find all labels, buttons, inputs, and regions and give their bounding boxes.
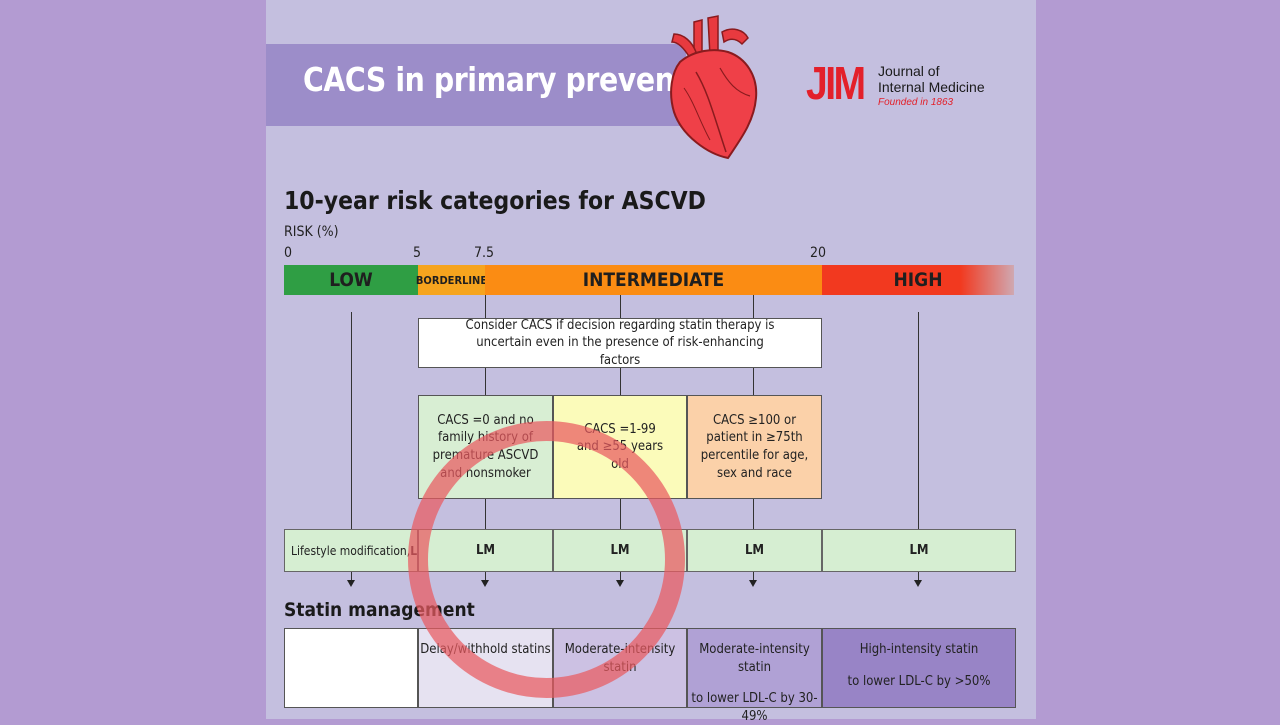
lm-cell-high: LM (822, 529, 1016, 572)
title-band (266, 44, 686, 126)
statin-cell-high: High-intensity statin to lower LDL-C by … (822, 628, 1016, 708)
statin-cell-intermediate-2-line2: to lower LDL-C by 30-49% (691, 691, 818, 724)
arrow-stem-5 (918, 572, 919, 580)
connector-consider-1 (485, 295, 486, 318)
risk-tick-0: 0 (284, 245, 293, 261)
statin-cell-high-line1: High-intensity statin (859, 642, 979, 657)
risk-band-high: HIGH (822, 265, 1014, 295)
statin-cell-high-line2: to lower LDL-C by >50% (847, 673, 991, 689)
consider-cacs-box: Consider CACS if decision regarding stat… (418, 318, 822, 368)
connector-consider-2 (620, 295, 621, 318)
section-title: 10-year risk categories for ASCVD (284, 186, 706, 215)
heart-icon (670, 15, 758, 160)
statin-cell-intermediate-2-line1: Moderate-intensity statin (699, 642, 810, 675)
risk-band-intermediate: INTERMEDIATE (485, 265, 822, 295)
arrow-stem-4 (753, 572, 754, 580)
connector-consider-3 (753, 295, 754, 318)
lm-cell-intermediate-2: LM (687, 529, 822, 572)
highlight-circle (408, 421, 685, 698)
connector-cacs-1 (485, 368, 486, 395)
cacs-box-100-plus: CACS ≥100 or patient in ≥75th percentile… (687, 395, 822, 499)
lifestyle-label: Lifestyle modification, (291, 543, 411, 558)
journal-founded: Founded in 1863 (878, 97, 954, 108)
connector-cacs-3 (753, 368, 754, 395)
jim-logo: JIM (806, 57, 866, 109)
connector-cacs-2 (620, 368, 621, 395)
journal-name-line2: Internal Medicine (878, 79, 985, 95)
risk-axis-label: RISK (%) (284, 224, 339, 240)
connector-high (918, 312, 919, 529)
arrow-stem-1 (351, 572, 352, 580)
arrow-down-icon (749, 580, 757, 587)
statin-cell-intermediate-2: Moderate-intensity statin to lower LDL-C… (687, 628, 822, 724)
lifestyle-cell-low: Lifestyle modification, LM (284, 529, 428, 572)
statin-cell-low (284, 628, 418, 708)
arrow-down-icon (914, 580, 922, 587)
risk-band-borderline: BORDERLINE (416, 265, 487, 295)
journal-name-line1: Journal of (878, 63, 940, 79)
connector-low (351, 312, 352, 529)
arrow-down-icon (347, 580, 355, 587)
risk-tick-5: 5 (413, 245, 422, 261)
risk-band-low: LOW (284, 265, 418, 295)
page-title: CACS in primary prevention (303, 60, 736, 99)
risk-tick-20: 20 (810, 245, 827, 261)
risk-tick-7-5: 7.5 (474, 245, 495, 261)
connector-lm-3 (753, 499, 754, 529)
